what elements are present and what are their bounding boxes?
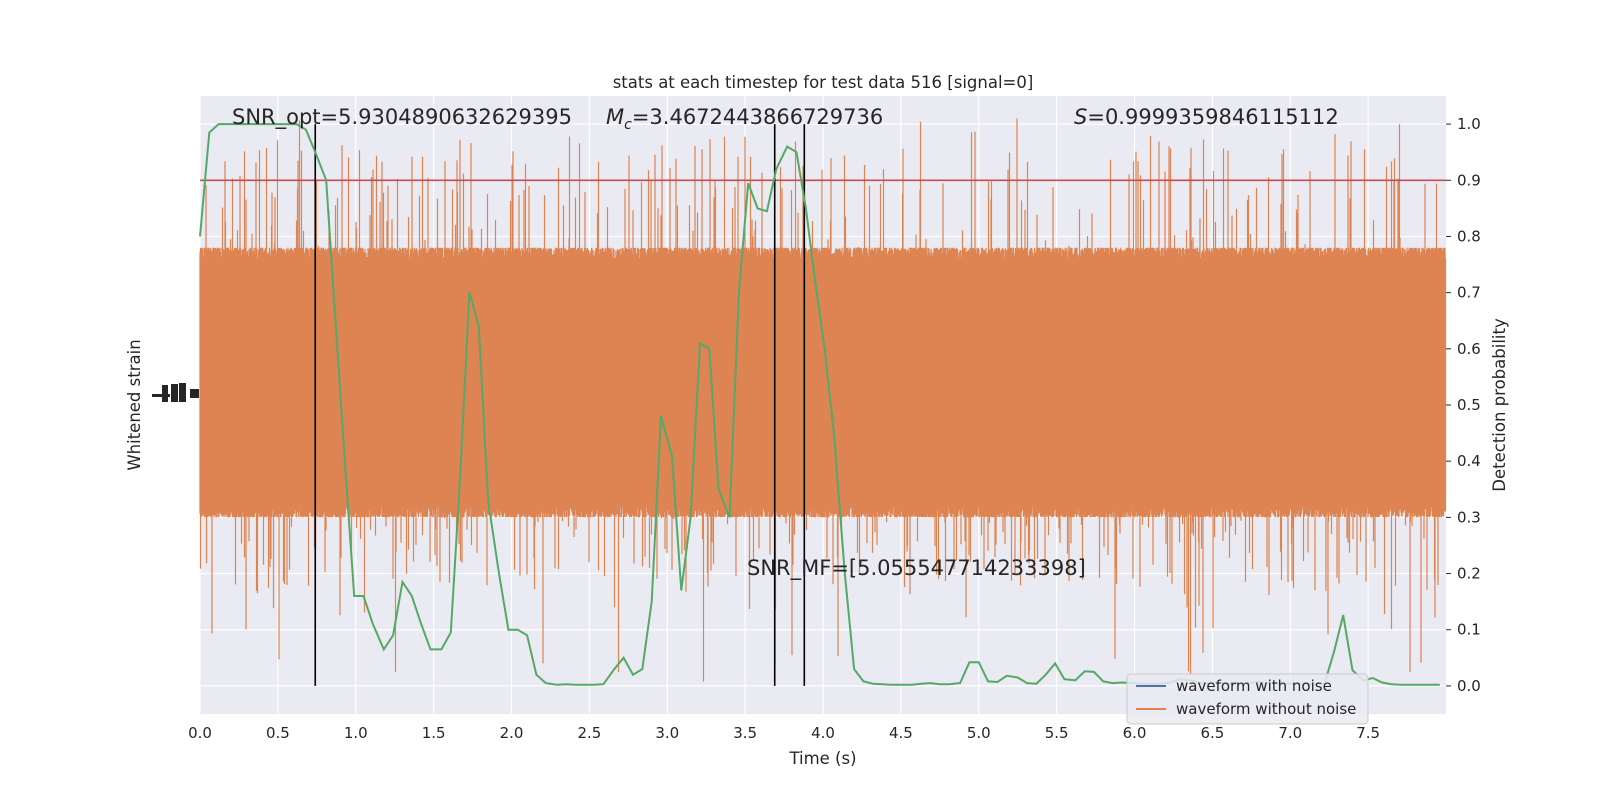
vertical-markers — [314, 124, 806, 686]
y-right-tick-label: 0.7 — [1457, 284, 1481, 302]
x-tick-label: 3.5 — [733, 724, 757, 742]
x-tick-label: 5.5 — [1045, 724, 1069, 742]
y-right-tick-label: 0.4 — [1457, 452, 1481, 470]
legend-box — [1126, 673, 1369, 725]
x-tick-label: 5.0 — [967, 724, 991, 742]
left-axis-tick-cluster — [152, 383, 199, 402]
x-tick-label: 7.5 — [1356, 724, 1380, 742]
x-tick-label: 6.5 — [1200, 724, 1224, 742]
x-tick-label: 0.5 — [266, 724, 290, 742]
y-right-tick-label: 0.2 — [1457, 565, 1481, 583]
y-left-axis-label: Whitened strain — [125, 339, 144, 470]
y-right-tick-label: 0.1 — [1457, 621, 1481, 639]
y-right-tick-label: 0.5 — [1457, 396, 1481, 414]
legend-label-with-noise: waveform with noise — [1176, 677, 1332, 695]
x-tick-label: 3.0 — [655, 724, 679, 742]
legend: waveform with noise waveform without noi… — [1126, 673, 1369, 725]
x-tick-label: 7.0 — [1278, 724, 1302, 742]
s-annotation: S=0.9999359846115112 — [1074, 105, 1339, 129]
y-right-tick-label: 0.9 — [1457, 171, 1481, 189]
x-tick-label: 2.0 — [500, 724, 524, 742]
y-right-tick-label: 0.3 — [1457, 508, 1481, 526]
chirp-mass-annotation: Mc=3.4672443866729736 — [606, 105, 883, 133]
y-right-tick-label: 0.0 — [1457, 677, 1481, 695]
y-right-tick-label: 0.8 — [1457, 227, 1481, 245]
x-axis-ticks: 0.0 0.5 1.0 1.5 2.0 2.5 3.0 3.5 4.0 4.5 5.0 5.5 6.0 6… — [188, 724, 1380, 742]
x-tick-label: 1.0 — [344, 724, 368, 742]
x-tick-label: 1.5 — [422, 724, 446, 742]
chart-title: stats at each timestep for test data 516… — [613, 73, 1034, 92]
x-axis-label: Time (s) — [788, 749, 856, 768]
x-tick-label: 4.0 — [811, 724, 835, 742]
x-tick-label: 6.0 — [1123, 724, 1147, 742]
y-right-tick-label: 0.6 — [1457, 340, 1481, 358]
y-right-axis-label: Detection probability — [1490, 318, 1509, 492]
legend-label-without-noise: waveform without noise — [1176, 700, 1356, 718]
snr-opt-annotation: SNR_opt=5.9304890632629395 — [232, 105, 572, 130]
y-right-axis-ticks: 0.0 0.1 0.2 0.3 0.4 0.5 0.6 0.7 0.8 0.9 1.0 — [1446, 115, 1481, 695]
x-tick-label: 2.5 — [577, 724, 601, 742]
x-tick-label: 0.0 — [188, 724, 212, 742]
x-tick-label: 4.5 — [889, 724, 913, 742]
waveform-without-noise-series — [199, 118, 1447, 682]
y-right-tick-label: 1.0 — [1457, 115, 1481, 133]
waveform-core — [200, 292, 1446, 479]
snr-mf-annotation: SNR_MF=[5.055547714233398] — [747, 556, 1086, 581]
